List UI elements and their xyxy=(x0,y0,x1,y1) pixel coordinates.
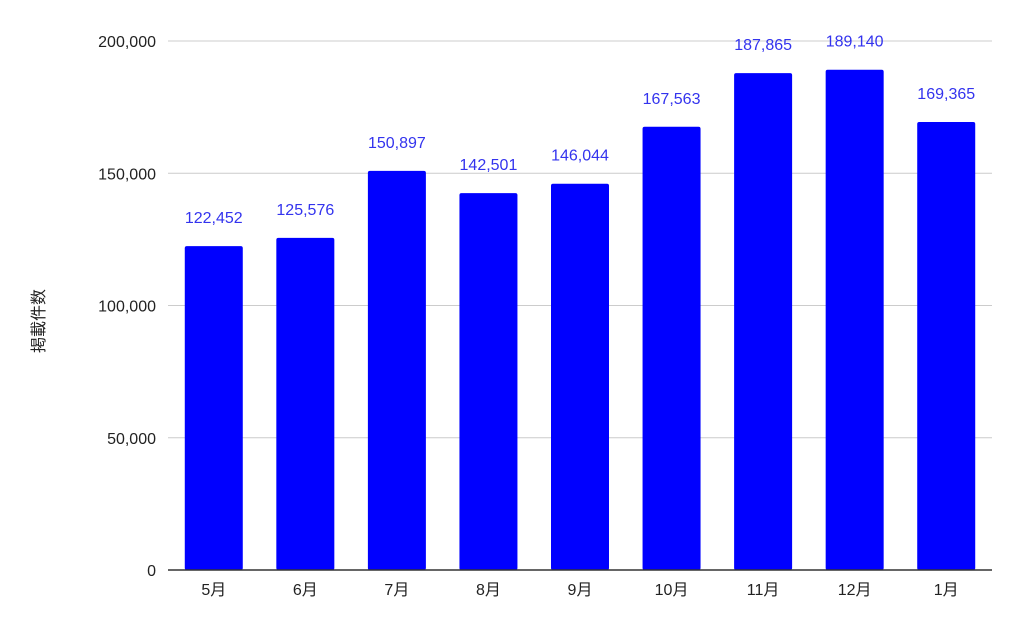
data-label: 142,501 xyxy=(460,157,518,174)
y-axis-title: 掲載件数 xyxy=(30,289,48,353)
bars xyxy=(184,69,976,571)
bar xyxy=(551,183,609,570)
x-tick-label: 11月 xyxy=(747,582,780,599)
x-tick-label: 6月 xyxy=(293,582,318,599)
bar xyxy=(184,246,243,571)
x-tick-label: 9月 xyxy=(568,582,593,599)
y-tick-label: 200,000 xyxy=(98,34,156,51)
bar xyxy=(367,170,426,570)
data-label: 189,140 xyxy=(826,34,884,51)
x-tick-label: 12月 xyxy=(838,582,872,599)
x-tick-label: 10月 xyxy=(655,582,689,599)
x-tick-label: 8月 xyxy=(476,582,501,599)
bar xyxy=(825,69,884,570)
bar xyxy=(459,193,518,571)
bar xyxy=(917,122,976,570)
bar xyxy=(642,126,701,570)
x-tick-label: 7月 xyxy=(384,582,409,599)
y-tick-label: 50,000 xyxy=(107,431,156,448)
y-tick-label: 150,000 xyxy=(98,166,156,183)
bar xyxy=(276,237,335,570)
x-tick-label: 5月 xyxy=(201,582,226,599)
y-tick-label: 100,000 xyxy=(98,299,156,316)
data-label: 125,576 xyxy=(276,202,334,219)
data-label: 169,365 xyxy=(917,86,975,103)
data-label: 187,865 xyxy=(734,37,792,54)
y-tick-label: 0 xyxy=(147,563,156,580)
data-labels: 122,452 125,576 150,897 142,501 146,044 167,5… xyxy=(185,34,975,227)
axes: 0 50,000 100,000 150,000 200,000 5月 6月 7月 8月 9月 10… xyxy=(98,34,992,599)
data-label: 146,044 xyxy=(551,148,609,165)
data-label: 150,897 xyxy=(368,135,426,152)
bar xyxy=(734,73,793,570)
data-label: 122,452 xyxy=(185,210,243,227)
x-tick-label: 1月 xyxy=(934,582,959,599)
data-label: 167,563 xyxy=(643,91,701,108)
